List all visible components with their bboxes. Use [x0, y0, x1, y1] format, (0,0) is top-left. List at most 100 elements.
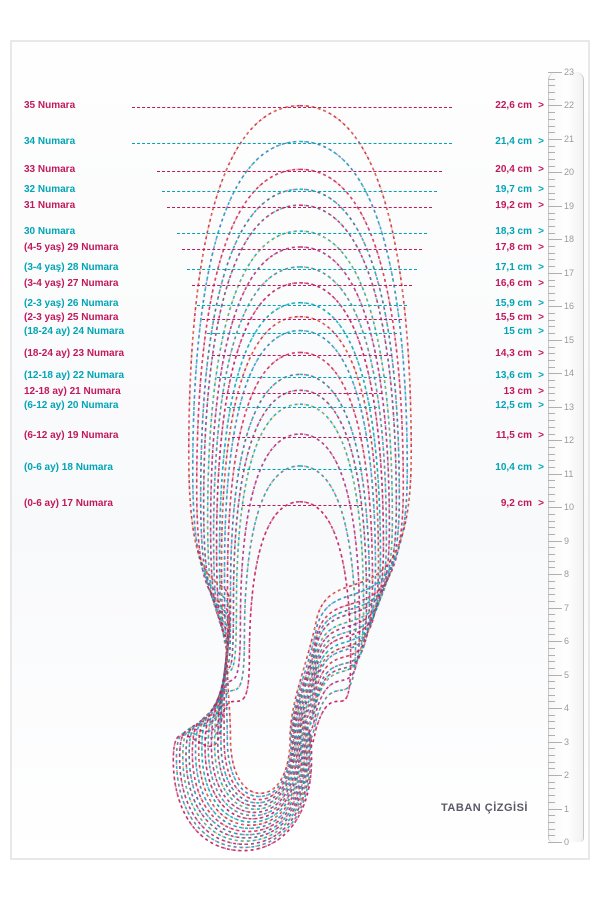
ruler-tick-minor	[548, 447, 555, 448]
chevron-right-icon: >	[538, 242, 544, 253]
size-label-cm: 21,4 cm	[495, 136, 532, 147]
chevron-right-icon: >	[538, 136, 544, 147]
foot-outline-dots	[176, 466, 355, 848]
size-row: (3-4 yaş) 27 Numara16,6 cm>	[12, 278, 588, 296]
size-row: 34 Numara 21,4 cm >	[12, 136, 588, 154]
ruler-tick-minor	[548, 521, 555, 522]
ruler-tick-minor	[548, 621, 555, 622]
ruler-tick-minor	[548, 434, 555, 435]
ruler-tick-minor	[548, 119, 555, 120]
size-dash-line	[202, 319, 402, 320]
ruler-tick-minor	[548, 822, 555, 823]
size-label-left: 33 Numara	[24, 164, 75, 175]
size-dash-line	[197, 305, 407, 306]
ruler-tick-minor	[548, 467, 555, 468]
ruler-number: 0	[564, 837, 569, 847]
ruler-tick-minor	[548, 159, 555, 160]
chevron-right-icon: >	[538, 400, 544, 411]
size-label-cm: 17,1 cm	[495, 262, 532, 273]
ruler-tick-minor	[548, 219, 555, 220]
ruler-tick-minor	[548, 648, 555, 649]
foot-outline	[192, 352, 372, 831]
ruler-body	[548, 72, 584, 842]
ruler-tick-minor	[548, 588, 555, 589]
ruler-number: 6	[564, 636, 569, 646]
ruler-tick-minor	[548, 661, 555, 662]
ruler-number: 18	[564, 234, 574, 244]
size-label-left: (18-24 ay) 23 Numara	[24, 348, 124, 359]
ruler-tick-minor	[548, 581, 555, 582]
ruler-tick-minor	[548, 815, 555, 816]
ruler-tick-minor	[548, 152, 555, 153]
ruler-tick-minor	[548, 259, 555, 260]
size-dash-line	[177, 233, 427, 234]
ruler-number: 2	[564, 770, 569, 780]
ruler-tick-minor	[548, 768, 555, 769]
size-dash-line	[132, 107, 452, 108]
ruler-tick-minor	[548, 454, 555, 455]
ruler-tick-major	[548, 306, 562, 307]
ruler-tick-minor	[548, 112, 555, 113]
ruler-tick-major	[548, 742, 562, 743]
foot-outline-dots	[186, 390, 367, 838]
ruler-tick-minor	[548, 721, 555, 722]
size-dash-line	[162, 191, 437, 192]
chevron-right-icon: >	[538, 348, 544, 359]
ruler-tick-minor	[548, 266, 555, 267]
ruler-number: 1	[564, 804, 569, 814]
ruler-tick-major	[548, 105, 562, 106]
ruler-tick-minor	[548, 534, 555, 535]
ruler-number: 14	[564, 368, 574, 378]
ruler-tick-minor	[548, 601, 555, 602]
ruler-tick-minor	[548, 480, 555, 481]
ruler-tick-minor	[548, 547, 555, 548]
chevron-right-icon: >	[538, 226, 544, 237]
ruler-tick-major	[548, 407, 562, 408]
ruler-tick-minor	[548, 313, 555, 314]
size-label-left: 12-18 ay) 21 Numara	[24, 386, 121, 397]
ruler-tick-minor	[548, 728, 555, 729]
size-label-left: (18-24 ay) 24 Numara	[24, 326, 124, 337]
ruler-tick-major	[548, 708, 562, 709]
ruler-tick-major	[548, 842, 562, 843]
chevron-right-icon: >	[538, 298, 544, 309]
ruler-tick-minor	[548, 835, 555, 836]
size-label-left: (2-3 yaş) 25 Numara	[24, 312, 119, 323]
ruler-tick-minor	[548, 514, 555, 515]
ruler-tick-minor	[548, 782, 555, 783]
size-label-left: (6-12 ay) 19 Numara	[24, 430, 119, 441]
size-row: (0-6 ay) 17 Numara9,2 cm>	[12, 498, 588, 516]
ruler-number: 20	[564, 167, 574, 177]
ruler-tick-minor	[548, 393, 555, 394]
chart-frame: 35 Numara22,6 cm>34 Numara21,4 cm>33 Num…	[10, 40, 590, 860]
size-row: (6-12 ay) 19 Numara11,5 cm>	[12, 430, 588, 448]
ruler-tick-major	[548, 775, 562, 776]
chevron-right-icon: >	[538, 430, 544, 441]
ruler-tick-minor	[548, 400, 555, 401]
ruler-tick-minor	[548, 79, 555, 80]
size-label-cm: 19,2 cm	[495, 200, 532, 211]
ruler-tick-minor	[548, 715, 555, 716]
ruler-number: 9	[564, 536, 569, 546]
size-label-cm: 12,5 cm	[495, 400, 532, 411]
size-label-cm: 9,2 cm	[501, 498, 532, 509]
size-dash-line	[182, 249, 422, 250]
ruler-tick-minor	[548, 668, 555, 669]
size-dash-line	[187, 269, 417, 270]
size-label-cm: 16,6 cm	[495, 278, 532, 289]
foot-outline-dots	[192, 352, 372, 831]
size-label-left: 34 Numara	[24, 136, 75, 147]
ruler-tick-minor	[548, 802, 555, 803]
ruler-number: 17	[564, 268, 574, 278]
ruler-tick-major	[548, 239, 562, 240]
chevron-right-icon: >	[538, 386, 544, 397]
ruler-number: 3	[564, 737, 569, 747]
size-label-left: (6-12 ay) 20 Numara	[24, 400, 119, 411]
size-label-left: 32 Numara	[24, 184, 75, 195]
ruler-tick-major	[548, 507, 562, 508]
ruler-tick-minor	[548, 367, 555, 368]
ruler-tick-minor	[548, 762, 555, 763]
ruler-tick-minor	[548, 179, 555, 180]
ruler-number: 19	[564, 201, 574, 211]
size-dash-line	[217, 377, 387, 378]
